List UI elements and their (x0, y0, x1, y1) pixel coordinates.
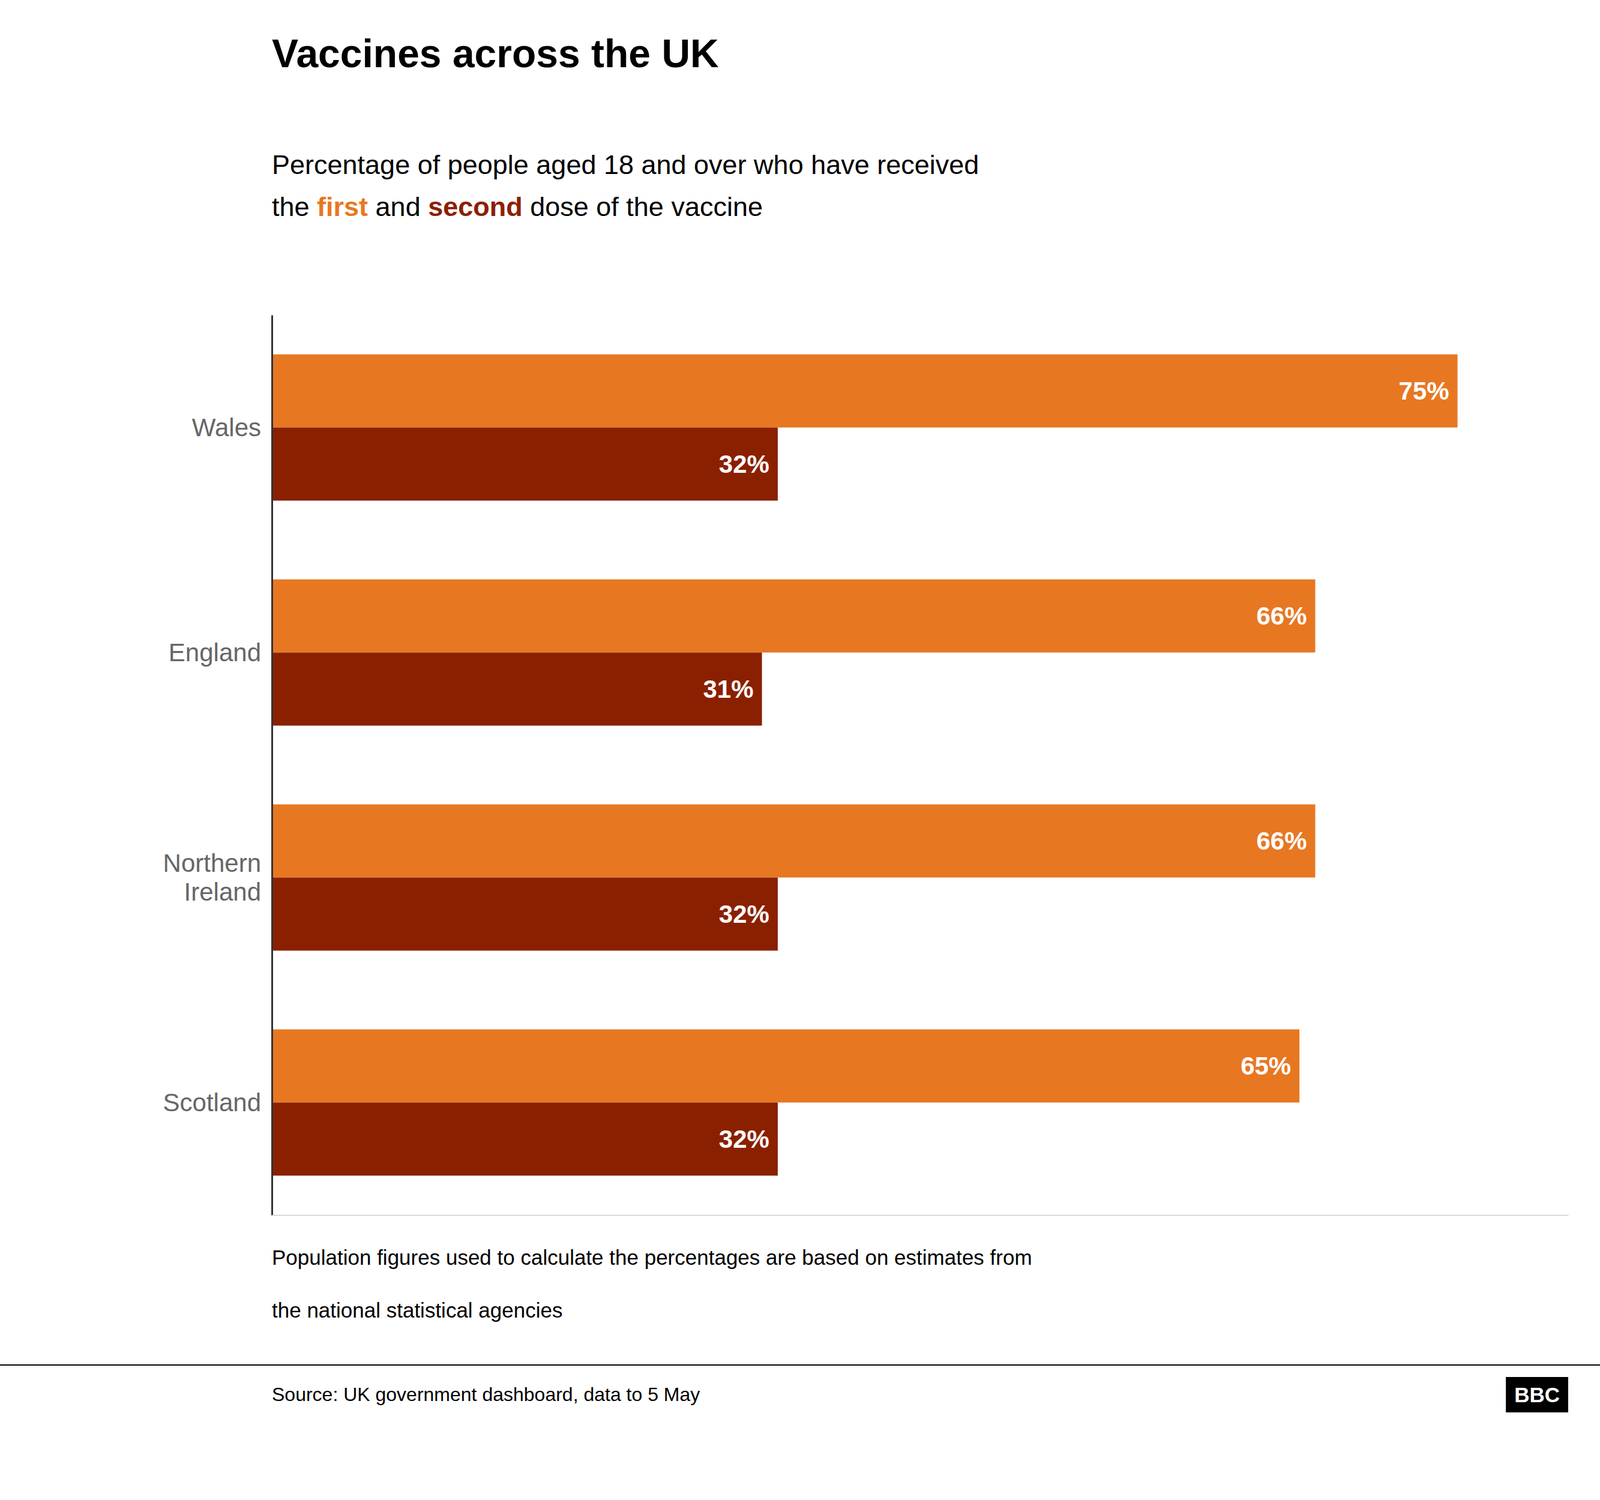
data-label: 65% (1240, 1052, 1291, 1081)
x-axis (272, 1215, 1569, 1216)
data-label: 66% (1256, 601, 1307, 631)
bar (271, 878, 778, 952)
y-axis: Wales England NorthernIreland Scotland (163, 315, 273, 1216)
bar (271, 427, 778, 502)
bars (271, 354, 1458, 1177)
subtitle-key: the first and second dose of the vaccine (271, 191, 763, 223)
subtitle: Percentage of people aged 18 and over wh… (271, 149, 979, 181)
data-label: 31% (703, 675, 754, 704)
logo: BBC (1505, 1377, 1569, 1413)
legend-entry: second (427, 191, 523, 223)
y-tick: NorthernIreland (163, 849, 262, 907)
logo-text: BBC (1514, 1383, 1560, 1407)
footnote-line: Population figures used to calculate the… (271, 1245, 1033, 1270)
source-rule (0, 1364, 1600, 1366)
y-tick-label: England (168, 638, 262, 667)
title: Vaccines across the UK (271, 31, 719, 76)
data-label: 32% (718, 450, 770, 479)
y-tick-label: NorthernIreland (163, 849, 262, 907)
source: Source: UK government dashboard, data to… (271, 1383, 700, 1406)
bar (271, 354, 1458, 428)
data-label: 32% (718, 900, 770, 929)
y-tick-label: Scotland (163, 1088, 262, 1117)
data-label: 75% (1398, 376, 1450, 406)
logo-box (1505, 1377, 1569, 1413)
bar (271, 804, 1316, 879)
chart: Vaccines across the UK Percentage of peop… (0, 0, 1600, 1500)
footnote: Population figures used to calculate the… (271, 1245, 1033, 1323)
data-label: 32% (718, 1125, 770, 1154)
x-axis-line (272, 1215, 1569, 1217)
bar (271, 652, 763, 727)
subtitle-part: the (271, 191, 317, 223)
legend-entry: first (316, 191, 368, 223)
subtitle-part: dose of the vaccine (522, 191, 763, 223)
y-tick-label: Wales (192, 413, 262, 442)
bar (271, 579, 1316, 653)
y-tick: Wales (192, 413, 262, 442)
bar (271, 1029, 1300, 1104)
y-axis-line (271, 315, 274, 1216)
footnote-line: the national statistical agencies (271, 1298, 563, 1323)
subtitle-part: and (367, 191, 428, 223)
y-tick: England (168, 638, 262, 667)
data-label: 66% (1256, 827, 1307, 856)
bar (271, 1103, 778, 1177)
y-tick: Scotland (163, 1088, 262, 1117)
data-labels: 75% 66% 66% 65% 32% 31% 32% 32% (703, 376, 1450, 1154)
